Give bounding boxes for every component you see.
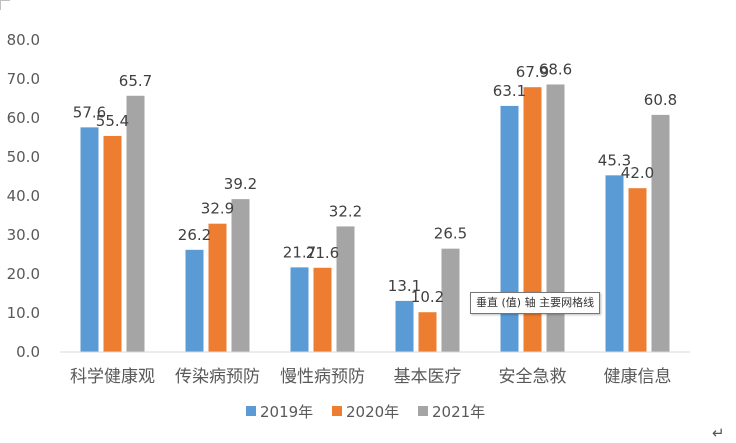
bar (395, 300, 414, 352)
data-label: 10.2 (411, 288, 444, 306)
bar (313, 267, 332, 352)
legend-label: 2021年 (432, 403, 485, 421)
data-label: 13.1 (388, 277, 421, 295)
data-label: 45.3 (598, 151, 631, 169)
data-label: 55.4 (96, 112, 129, 130)
data-label: 32.9 (201, 200, 234, 218)
bar (628, 188, 647, 352)
data-label: 26.2 (178, 226, 211, 244)
gridline-tooltip: 垂直 (值) 轴 主要网格线 (470, 292, 601, 314)
bars (80, 84, 670, 353)
data-label: 42.0 (621, 164, 654, 182)
y-tick-label: 70.0 (7, 70, 40, 88)
category-label: 健康信息 (604, 367, 672, 387)
category-label: 传染病预防 (175, 367, 260, 387)
bar (80, 127, 99, 352)
category-label: 科学健康观 (70, 367, 155, 387)
data-label: 21.7 (283, 243, 316, 261)
data-label: 39.2 (224, 175, 257, 193)
category-label: 安全急救 (499, 367, 567, 387)
bar (126, 95, 145, 353)
legend-label: 2019年 (260, 403, 313, 421)
y-tick-label: 60.0 (7, 109, 40, 127)
bar (103, 135, 122, 352)
bar (290, 267, 309, 352)
legend: 2019年 2020年 2021年 (246, 403, 485, 421)
y-tick-label: 50.0 (7, 148, 40, 166)
data-label: 32.2 (329, 202, 362, 220)
legend-swatch (418, 406, 428, 416)
category-label: 基本医疗 (394, 367, 462, 387)
paragraph-return-mark: ↵ (712, 424, 725, 442)
data-label: 57.6 (73, 103, 106, 121)
y-tick-label: 10.0 (7, 304, 40, 322)
data-labels: 57.655.4 65.7 26.2 32.9 39.2 21.721.6 32.2 13.1… (73, 60, 677, 306)
corner-crop-mark (0, 0, 10, 10)
bar (546, 84, 565, 353)
y-tick-label: 80.0 (7, 31, 40, 49)
data-label: 63.1 (493, 82, 526, 100)
data-label: 60.8 (644, 91, 677, 109)
bar (500, 105, 519, 352)
y-tick-label: 0.0 (16, 343, 40, 361)
data-label: 65.7 (119, 72, 152, 90)
x-axis-categories: 科学健康观 传染病预防 慢性病预防 基本医疗 安全急救 健康信息 (70, 366, 672, 387)
data-label: 21.6 (306, 244, 339, 262)
data-label: 68.6 (539, 60, 572, 78)
bar (208, 223, 227, 352)
legend-swatch (246, 406, 256, 416)
bar (336, 226, 355, 352)
bar (418, 312, 437, 352)
bar (605, 175, 624, 352)
y-tick-label: 20.0 (7, 265, 40, 283)
y-tick-label: 40.0 (7, 187, 40, 205)
data-label: 26.5 (434, 225, 467, 243)
data-label: 67.9 (516, 63, 549, 81)
legend-label: 2020年 (346, 403, 399, 421)
bar (441, 248, 460, 352)
bar (231, 199, 250, 352)
category-label: 慢性病预防 (280, 366, 365, 387)
y-tick-label: 30.0 (7, 226, 40, 244)
bar (523, 87, 542, 352)
bar (651, 114, 670, 352)
y-axis: 0.0 10.0 20.0 30.0 40.0 50.0 60.0 70.0 80.0 (7, 31, 40, 361)
bar (185, 249, 204, 352)
legend-swatch (332, 406, 342, 416)
